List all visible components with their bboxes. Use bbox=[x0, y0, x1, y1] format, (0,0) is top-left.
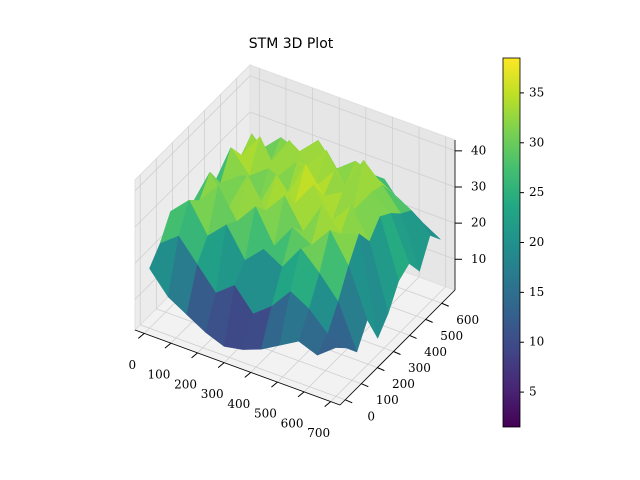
colorbar bbox=[502, 57, 521, 428]
colorbar-tick-label: 30 bbox=[529, 135, 544, 149]
y-tick-label: 0 bbox=[367, 409, 375, 423]
y-tick-label: 300 bbox=[408, 361, 431, 375]
colorbar-tick-label: 25 bbox=[529, 185, 544, 199]
tick-mark bbox=[345, 399, 353, 404]
z-tick-label: 20 bbox=[471, 216, 486, 230]
y-tick-label: 500 bbox=[440, 329, 463, 343]
tick-mark bbox=[191, 352, 198, 359]
x-tick-label: 700 bbox=[307, 426, 330, 440]
y-tick-label: 400 bbox=[424, 345, 447, 359]
tick-mark bbox=[217, 362, 225, 369]
grid-line bbox=[134, 75, 456, 192]
colorbar-tick-label: 10 bbox=[529, 335, 544, 349]
tick-mark bbox=[425, 318, 433, 323]
x-tick-label: 200 bbox=[174, 377, 197, 391]
surface-cell bbox=[316, 333, 348, 356]
tick-mark bbox=[441, 302, 449, 307]
grid-line bbox=[330, 136, 447, 402]
chart-title: STM 3D Plot bbox=[249, 36, 334, 52]
y-tick-label: 200 bbox=[392, 377, 415, 391]
tick-mark bbox=[244, 371, 252, 378]
y-tick-label: 600 bbox=[456, 313, 479, 327]
x-tick-label: 0 bbox=[128, 358, 136, 372]
grid-line bbox=[134, 111, 456, 228]
x-tick-label: 300 bbox=[201, 387, 224, 401]
tick-mark bbox=[377, 367, 385, 372]
colorbar-tick-label: 15 bbox=[529, 285, 544, 299]
grid-line bbox=[155, 158, 362, 385]
axis-line bbox=[339, 289, 456, 406]
tick-mark bbox=[409, 334, 417, 339]
z-tick-label: 40 bbox=[471, 143, 486, 157]
grid-line bbox=[139, 174, 346, 401]
tick-mark bbox=[393, 351, 401, 355]
x-tick-label: 500 bbox=[254, 407, 277, 421]
tick-mark bbox=[297, 391, 305, 398]
colorbar-tick-label: 5 bbox=[529, 385, 537, 399]
grid-line bbox=[303, 126, 420, 393]
tick-mark bbox=[271, 381, 278, 388]
colorbar-tick-label: 35 bbox=[529, 85, 544, 99]
x-tick-label: 600 bbox=[281, 416, 304, 430]
tick-mark bbox=[137, 333, 145, 339]
axis-line bbox=[134, 329, 341, 406]
tick-mark bbox=[164, 342, 172, 349]
z-tick-label: 10 bbox=[471, 252, 486, 266]
colorbar-tick-label: 20 bbox=[529, 235, 544, 249]
tick-mark bbox=[361, 383, 369, 388]
tick-mark bbox=[324, 401, 332, 407]
x-tick-label: 400 bbox=[227, 397, 250, 411]
y-tick-label: 100 bbox=[376, 393, 399, 407]
z-tick-label: 30 bbox=[471, 179, 486, 193]
x-tick-label: 100 bbox=[147, 368, 170, 382]
